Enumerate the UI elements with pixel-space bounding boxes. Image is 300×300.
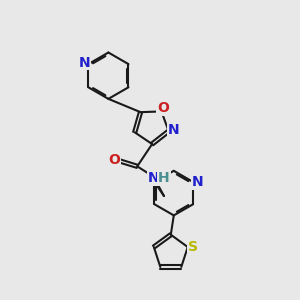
Text: N: N <box>192 175 203 189</box>
Text: S: S <box>188 240 198 254</box>
Text: N: N <box>168 123 180 137</box>
Text: N: N <box>148 171 159 185</box>
Text: N: N <box>79 56 91 70</box>
Text: H: H <box>158 171 170 185</box>
Text: O: O <box>157 101 169 115</box>
Text: O: O <box>108 152 120 167</box>
